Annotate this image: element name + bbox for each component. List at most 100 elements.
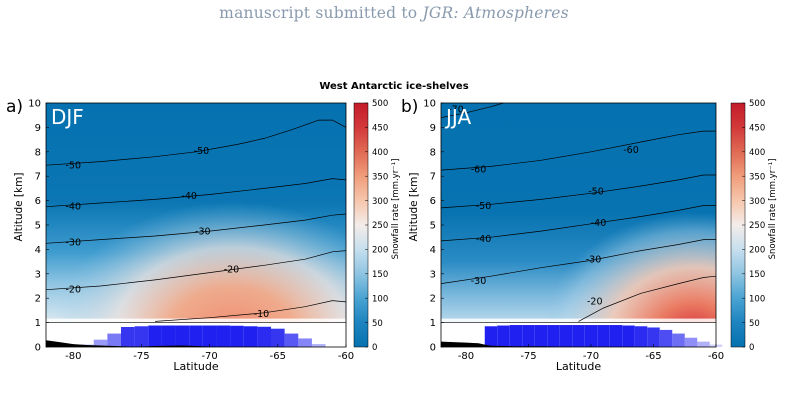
x-tick-label: -75 xyxy=(520,351,536,362)
histogram-bar xyxy=(584,325,598,347)
contour-label: -40 xyxy=(591,218,607,229)
contour-label: -20 xyxy=(66,284,82,295)
y-tick-label: 7 xyxy=(430,172,436,183)
colorbar-tick-label: 250 xyxy=(749,221,765,231)
header-journal: JGR: Atmospheres xyxy=(422,4,569,22)
panel-jja: b) -20 -30 -30 -40 -40 -50 -50 -60 -60 -70 0 1 2 3 4 5 6 7… xyxy=(401,97,778,373)
contour-line-minus30 xyxy=(440,239,716,284)
topography xyxy=(46,340,346,347)
histogram-bar xyxy=(484,326,498,347)
histogram-bar xyxy=(298,338,312,347)
colorbar-tick-label: 350 xyxy=(749,172,765,182)
contour-line-minus70 xyxy=(440,102,504,118)
y-tick-label: 8 xyxy=(430,147,436,158)
y-tick-label: 2 xyxy=(430,294,436,305)
colorbar-tick-label: 200 xyxy=(749,246,765,256)
histogram-bar xyxy=(107,333,121,347)
y-tick-label: 6 xyxy=(430,196,436,207)
contour-label: -30 xyxy=(586,255,602,266)
contour-line-minus30 xyxy=(45,213,347,244)
histogram-bar xyxy=(243,326,258,347)
x-tick-label: -75 xyxy=(133,351,149,362)
histogram-bar xyxy=(216,325,231,347)
panel-label: b) xyxy=(401,97,418,117)
y-tick-label: 4 xyxy=(430,245,436,256)
contour-line-minus60 xyxy=(440,130,716,171)
histogram-bar xyxy=(559,325,573,347)
colorbar-tick-label: 100 xyxy=(749,294,765,304)
contour-line-minus40 xyxy=(45,178,347,208)
colorbar-tick-label: 50 xyxy=(749,319,760,329)
contour-label: -40 xyxy=(476,234,492,245)
contour-label: -30 xyxy=(66,238,82,249)
x-axis-label: Latitude xyxy=(556,360,602,373)
contour-label: -50 xyxy=(66,161,82,172)
contour-label: -50 xyxy=(476,201,492,212)
colorbar-tick-label: 400 xyxy=(372,148,388,158)
contour-label: -20 xyxy=(224,264,240,275)
colorbar-tick-label: 250 xyxy=(372,221,388,231)
field-warm-region xyxy=(46,103,346,323)
histogram-bar xyxy=(202,325,217,347)
histogram-bar xyxy=(534,325,548,347)
y-tick-label: 8 xyxy=(35,147,41,158)
x-tick-label: -80 xyxy=(458,351,474,362)
y-tick-label: 1 xyxy=(430,318,436,329)
panel-djf: a) -10 -20 -20 -30 -30 -40 -40 -50 -50 0 1 2 3 4 5 6 7 8 9 1… xyxy=(6,97,401,373)
colorbar-tick-label: 400 xyxy=(749,148,765,158)
histogram-bar xyxy=(684,337,698,347)
histogram-bar xyxy=(672,333,685,347)
y-tick-label: 9 xyxy=(430,123,436,134)
histogram-bar xyxy=(697,341,710,347)
histogram-bar xyxy=(572,325,585,347)
x-tick-label: -60 xyxy=(338,351,354,362)
header-prefix: manuscript submitted to xyxy=(219,4,418,22)
contour-label: -50 xyxy=(588,186,604,197)
histogram-bar xyxy=(134,326,149,347)
y-tick-label: 0 xyxy=(430,343,436,354)
x-tick-label: -60 xyxy=(708,351,724,362)
contour-label: -20 xyxy=(587,297,603,308)
contour-line-minus50 xyxy=(45,119,347,166)
colorbar-label: Snowfall rate [mm.yr⁻¹] xyxy=(391,159,401,260)
y-tick-label: 5 xyxy=(430,221,436,232)
histogram-bar xyxy=(634,326,648,347)
colorbar-tick-label: 150 xyxy=(372,270,388,280)
colorbar-tick-label: 0 xyxy=(372,343,377,353)
y-tick-label: 2 xyxy=(35,294,41,305)
y-tick-label: 9 xyxy=(35,123,41,134)
colorbar-tick-label: 50 xyxy=(372,319,383,329)
histogram-bar xyxy=(175,325,190,347)
colorbar-tick-label: 100 xyxy=(372,294,388,304)
season-label: DJF xyxy=(51,105,84,129)
histogram-bar xyxy=(284,333,299,347)
y-axis-label: Altitude [km] xyxy=(408,173,420,242)
y-tick-label: 3 xyxy=(430,269,436,280)
histogram-bar xyxy=(121,326,135,347)
season-label: JJA xyxy=(444,105,471,129)
contour-line-minus10 xyxy=(155,300,347,322)
colorbar-label: Snowfall rate [mm.yr⁻¹] xyxy=(768,159,778,260)
histogram-bar xyxy=(311,344,326,347)
colorbar-tick-label: 450 xyxy=(372,124,388,134)
histogram-bar xyxy=(161,325,176,347)
figure-title: West Antarctic ice-shelves xyxy=(319,81,468,92)
y-tick-label: 0 xyxy=(35,343,41,354)
histogram-bar xyxy=(93,339,108,347)
y-tick-label: 10 xyxy=(28,99,41,110)
colorbar-tick-label: 300 xyxy=(749,197,765,207)
histogram-bar xyxy=(522,325,535,347)
contour-line-minus20 xyxy=(578,275,717,322)
colorbar-tick-label: 450 xyxy=(749,124,765,134)
surface-band xyxy=(441,318,716,323)
y-tick-label: 6 xyxy=(35,196,41,207)
field-warm-region xyxy=(441,103,716,323)
y-tick-label: 10 xyxy=(423,99,436,110)
contour-line-minus50 xyxy=(440,174,716,209)
y-tick-label: 4 xyxy=(35,245,41,256)
histogram-bar xyxy=(497,325,510,347)
topography xyxy=(441,341,716,347)
histogram-bar xyxy=(597,325,610,347)
histogram-bar xyxy=(257,326,271,347)
